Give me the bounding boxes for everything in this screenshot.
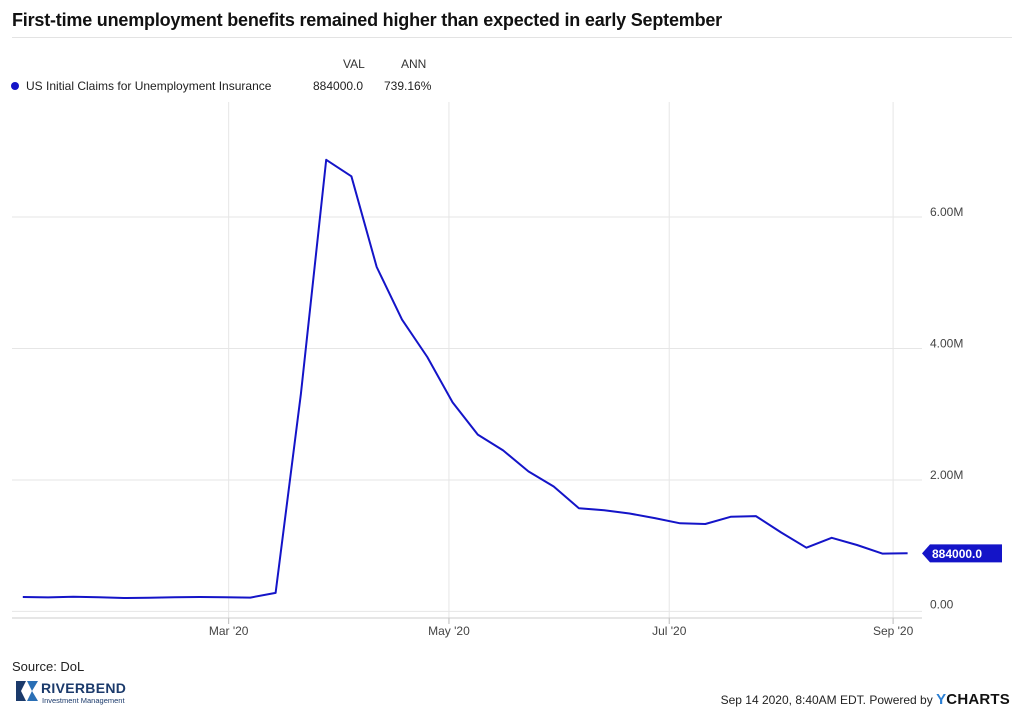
- y-tick-label: 4.00M: [930, 336, 963, 350]
- data-point: [628, 511, 632, 515]
- chart-title: First-time unemployment benefits remaine…: [12, 10, 722, 30]
- data-point: [501, 448, 505, 452]
- data-point: [476, 433, 480, 437]
- data-point: [299, 392, 303, 396]
- ycharts-y: Y: [936, 691, 947, 708]
- data-point: [729, 515, 733, 519]
- data-point: [198, 595, 202, 599]
- data-point: [223, 595, 227, 599]
- data-point: [97, 595, 101, 599]
- riverbend-logo-icon: [16, 681, 38, 701]
- data-point: [248, 596, 252, 600]
- last-value-label: 884000.0: [932, 547, 982, 561]
- series-line: [22, 158, 908, 599]
- x-tick-label: Mar '20: [209, 624, 249, 638]
- data-point: [526, 469, 530, 473]
- legend-header-ann: ANN: [401, 57, 427, 71]
- data-point: [880, 552, 884, 556]
- data-point: [46, 595, 50, 599]
- data-point: [754, 514, 758, 518]
- ycharts-name: CHARTS: [946, 691, 1010, 708]
- data-point: [147, 596, 151, 600]
- legend-value: 884000.0: [313, 79, 364, 93]
- data-point: [602, 508, 606, 512]
- legend-header-val: VAL: [343, 57, 365, 71]
- logo-name: RIVERBEND: [41, 680, 127, 696]
- data-point: [71, 595, 75, 599]
- legend-annual-change: 739.16%: [384, 79, 432, 93]
- footer-credit: Sep 14 2020, 8:40AM EDT. Powered by YCHA…: [721, 691, 1010, 708]
- data-point: [552, 485, 556, 489]
- data-point: [375, 265, 379, 269]
- data-point: [577, 506, 581, 510]
- ycharts-logo[interactable]: YCHARTS: [936, 691, 1010, 708]
- data-point: [779, 531, 783, 535]
- riverbend-logo: RIVERBEND Investment Management: [14, 678, 154, 706]
- data-point: [21, 595, 25, 599]
- data-point: [425, 355, 429, 359]
- source-note: Source: DoL: [12, 659, 85, 674]
- last-value-tag: [922, 544, 1002, 563]
- y-tick-label: 0.00: [930, 597, 954, 611]
- y-tick-label: 6.00M: [930, 205, 963, 219]
- x-tick-label: May '20: [428, 624, 470, 638]
- legend-series-name: US Initial Claims for Unemployment Insur…: [26, 79, 272, 93]
- data-point: [324, 158, 328, 162]
- x-tick-label: Jul '20: [652, 624, 687, 638]
- y-tick-label: 2.00M: [930, 468, 963, 482]
- data-point: [653, 516, 657, 520]
- data-point: [678, 521, 682, 525]
- data-point: [906, 551, 910, 555]
- data-point: [451, 400, 455, 404]
- data-point: [804, 546, 808, 550]
- data-point: [830, 536, 834, 540]
- data-point: [349, 174, 353, 178]
- legend-dot-icon: [11, 82, 19, 90]
- footer-timestamp: Sep 14 2020, 8:40AM EDT. Powered by: [720, 693, 933, 707]
- data-point: [400, 318, 404, 322]
- title-divider: [12, 37, 1012, 38]
- logo-subtitle: Investment Management: [42, 696, 125, 705]
- data-point: [703, 522, 707, 526]
- data-point: [122, 596, 126, 600]
- legend-item[interactable]: US Initial Claims for Unemployment Insur…: [11, 79, 272, 93]
- data-point: [173, 595, 177, 599]
- x-tick-label: Sep '20: [873, 624, 914, 638]
- data-point: [274, 591, 278, 595]
- data-point: [855, 543, 859, 547]
